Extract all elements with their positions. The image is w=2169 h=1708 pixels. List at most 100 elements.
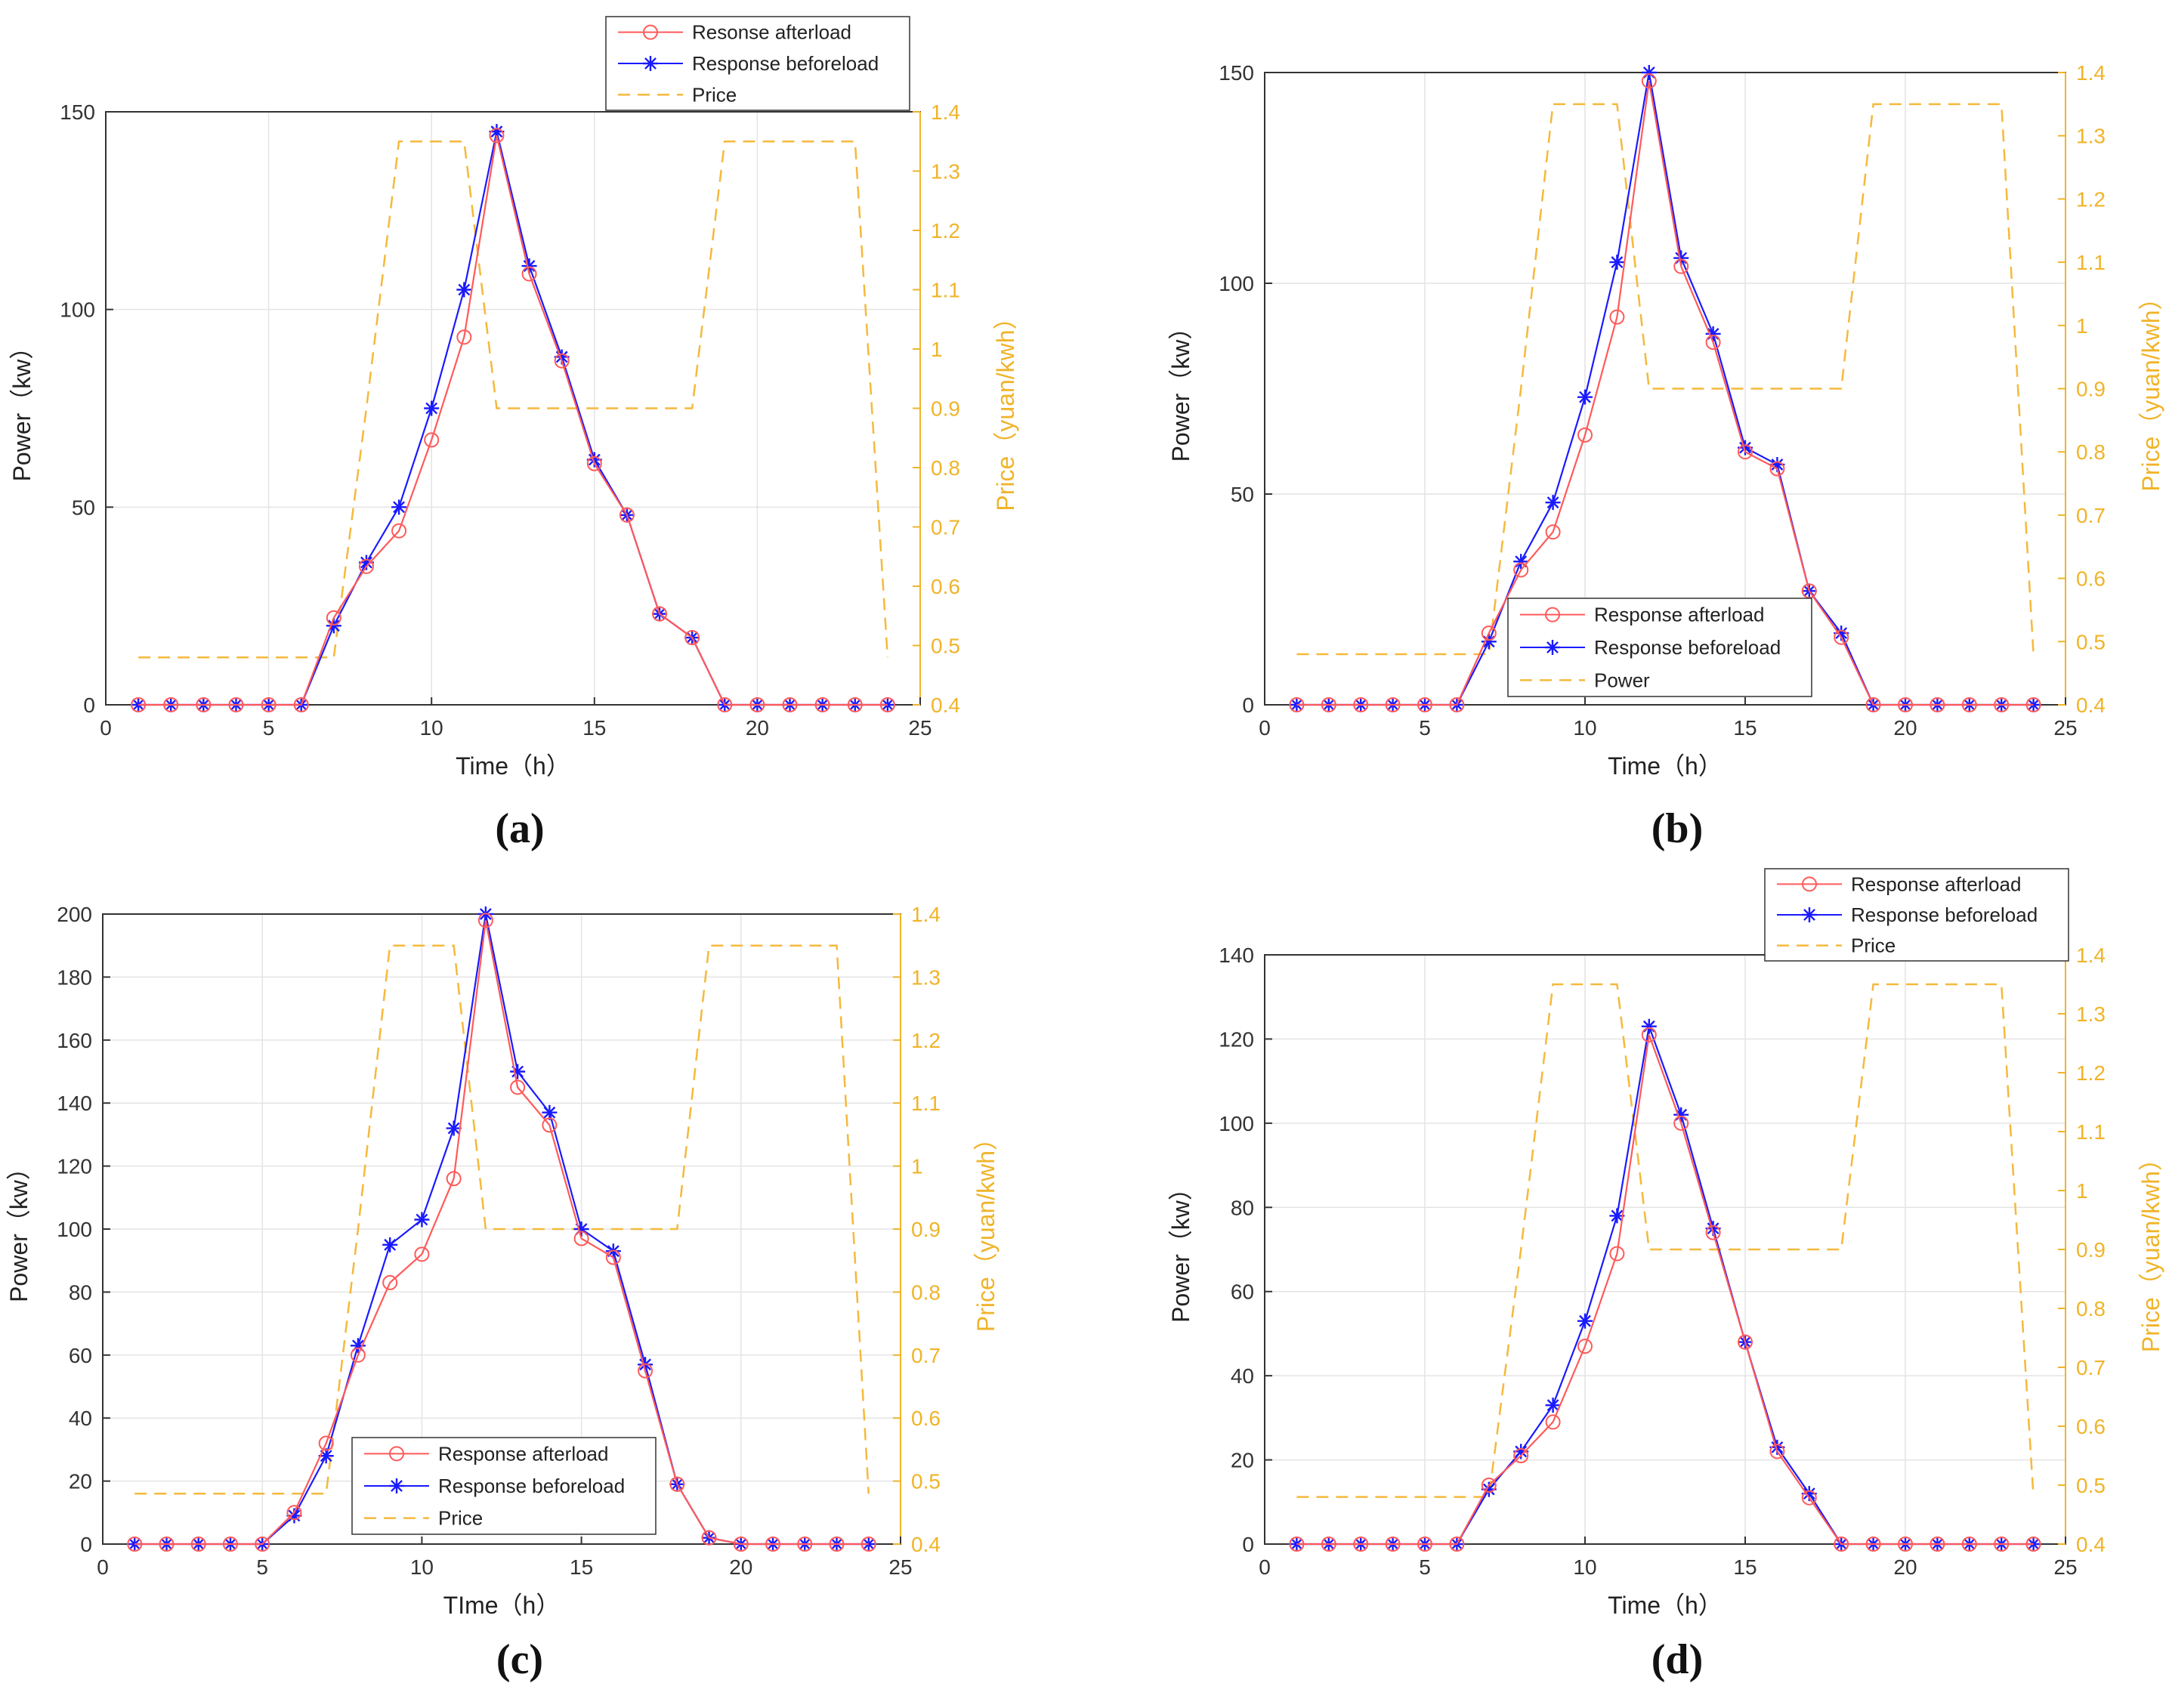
y-right-tick-label: 0.8 [2076,440,2106,464]
y-right-tick-label: 0.7 [2076,504,2106,527]
y-right-tick-label: 1 [931,338,943,361]
y-tick-label: 40 [69,1407,92,1430]
y-tick-label: 120 [1219,1027,1254,1051]
y-right-tick-label: 1.3 [911,965,941,989]
y-right-tick-label: 0.7 [931,516,960,539]
legend-label: Price [692,83,737,106]
point-afterload [829,1537,845,1552]
y-right-tick-label: 0.5 [2076,1474,2106,1497]
point-afterload [446,1171,462,1187]
point-afterload [1321,1537,1336,1552]
x-tick-label: 10 [410,1555,434,1579]
y-right-tick-label: 0.4 [911,1533,941,1556]
y-right-tick-label: 1.4 [911,903,941,926]
y-right-tick-label: 0.6 [911,1407,941,1430]
point-beforeload [1513,1444,1529,1459]
panel-label-c: (c) [496,1636,544,1683]
legend-marker [389,1446,404,1462]
y-right-tick-label: 1.3 [2076,1002,2106,1026]
y-tick-label: 100 [57,1218,92,1241]
point-afterload [1961,697,1977,712]
legend-label: Response afterload [438,1442,608,1465]
point-beforeload [1705,1221,1721,1237]
point-afterload [1321,697,1336,712]
panel-label-d: (d) [1651,1636,1704,1683]
point-beforeload [391,499,407,515]
y-right-tick-label: 0.7 [2076,1356,2106,1379]
point-afterload [782,697,798,712]
point-beforeload [382,1237,398,1252]
x-axis-label: Time（h） [456,752,570,780]
y-right-tick-label: 1.4 [931,100,960,124]
series-line-price [1296,103,2035,656]
point-afterload [456,329,472,345]
point-afterload [255,1537,270,1552]
point-beforeload [1769,456,1785,472]
y-right-tick-label: 0.6 [931,575,960,598]
legend-marker [1802,876,1817,892]
point-afterload [1577,427,1593,443]
y-tick-label: 150 [1219,61,1254,85]
point-afterload [382,1274,398,1290]
point-afterload [1801,1490,1817,1506]
x-tick-label: 25 [908,716,932,740]
point-beforeload [414,1212,430,1228]
point-afterload [358,558,374,574]
point-beforeload [286,1508,302,1524]
y-axis-label: Power（kw） [8,335,36,482]
point-afterload [1641,73,1657,89]
y-tick-label: 0 [80,1533,92,1556]
panel-label-a: (a) [495,805,545,852]
y-tick-label: 0 [1242,693,1254,717]
point-afterload [1673,258,1689,274]
point-beforeload [586,452,602,468]
point-afterload [391,523,407,539]
y-right-tick-label: 1.3 [2076,125,2106,148]
point-afterload [1289,1537,1305,1552]
point-afterload [1513,1448,1529,1463]
point-afterload [2025,697,2041,712]
y-tick-label: 140 [1219,944,1254,967]
point-afterload [228,697,244,712]
y-tick-label: 20 [69,1470,92,1493]
y-tick-label: 60 [1231,1280,1254,1304]
x-tick-label: 10 [1573,716,1596,740]
point-beforeload [573,1222,589,1237]
point-afterload [1545,1414,1561,1430]
point-afterload [521,266,537,282]
legend-label: Response beforeload [1851,903,2038,926]
y-right-tick-label: 0.9 [931,397,960,421]
legend-label: Resonse afterload [692,21,851,44]
panel-label-b: (b) [1651,805,1704,852]
y-right-tick-label: 1.2 [2076,1061,2106,1085]
point-beforeload [456,282,472,298]
series-line-price [1296,983,2035,1498]
legend-label: Response beforeload [438,1475,625,1497]
point-beforeload [1545,1398,1561,1413]
legend: Response afterload Response beforeload Pow… [1507,598,1812,697]
point-beforeload [1673,1107,1689,1123]
point-beforeload [1834,625,1849,641]
series-line-afterload [138,135,888,706]
y-right-axis-label: Price（yuan/kwh） [972,1126,1000,1332]
point-afterload [733,1537,749,1552]
legend-label: Power [1594,669,1650,691]
point-afterload [605,1249,621,1265]
y-right-tick-label: 0.4 [2076,1533,2106,1556]
point-afterload [1930,1537,1945,1552]
y-tick-label: 150 [60,100,95,124]
legend-label: Response afterload [1851,873,2021,895]
point-afterload [424,432,440,448]
y-axis-label: Power（kw） [1167,316,1194,462]
point-afterload [510,1079,526,1095]
point-beforeload [350,1338,366,1354]
point-afterload [414,1246,430,1262]
y-right-tick-label: 0.9 [2076,378,2106,401]
y-right-tick-label: 1.1 [2076,251,2106,274]
point-afterload [163,697,179,712]
y-right-axis-label: Price（yuan/kwh） [992,305,1019,511]
x-axis-label: Time（h） [1608,1592,1723,1619]
x-tick-label: 25 [888,1555,912,1579]
legend-label: Price [438,1507,483,1530]
point-beforeload [1513,554,1529,570]
